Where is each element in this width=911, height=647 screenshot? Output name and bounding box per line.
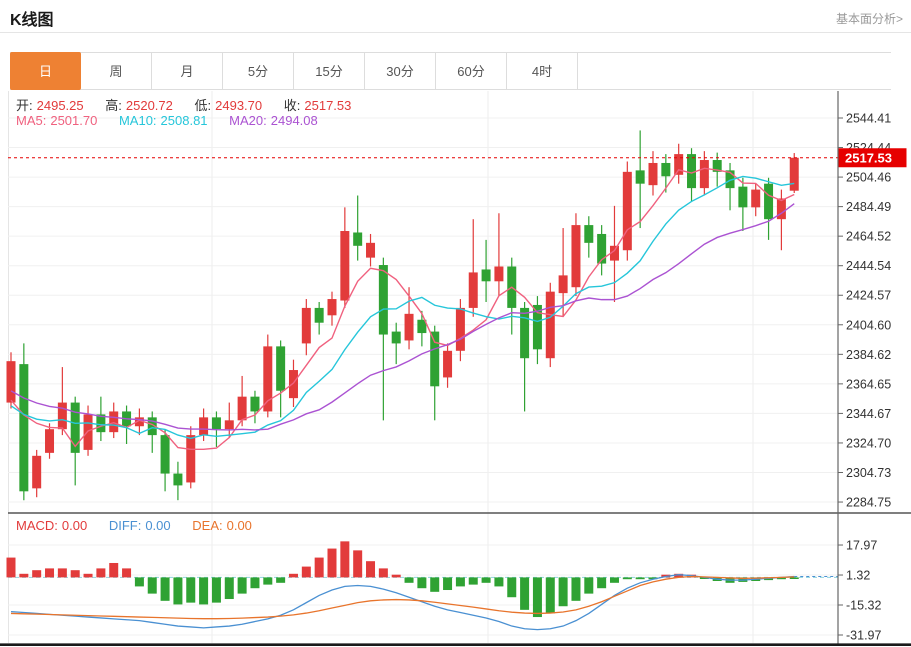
open-label: 开: (16, 98, 33, 113)
diff-value: 0.00 (145, 518, 171, 533)
ma5-label: MA5: (16, 113, 47, 128)
svg-text:2404.60: 2404.60 (846, 318, 891, 332)
period-tabbar: 日周月 5分 15分 30分 60分 4时 (10, 52, 891, 90)
ohlc-legend: 开: 2495.25 高: 2520.72 低: 2493.70 收: 2517.53 (16, 95, 355, 114)
svg-text:2424.57: 2424.57 (846, 289, 891, 303)
svg-text:2304.73: 2304.73 (846, 466, 891, 480)
macd-value: 0.00 (61, 518, 88, 533)
dea-label: DEA: (192, 518, 223, 533)
ma5-value: 2501.70 (50, 113, 98, 128)
svg-text:-31.97: -31.97 (846, 629, 881, 643)
tab-15min[interactable]: 15分 (294, 52, 365, 90)
svg-text:2544.41: 2544.41 (846, 112, 891, 126)
tab-30min[interactable]: 30分 (365, 52, 436, 90)
ma20-value: 2494.08 (270, 113, 318, 128)
svg-text:2384.62: 2384.62 (846, 348, 891, 362)
macd-label: MACD: (16, 518, 58, 533)
current-price-badge-value: 2517.53 (845, 150, 892, 165)
svg-text:2504.46: 2504.46 (846, 171, 891, 185)
svg-text:2324.70: 2324.70 (846, 436, 891, 450)
ma20-label: MA20: (229, 113, 267, 128)
tab-month[interactable]: 月 (152, 52, 223, 90)
high-label: 高: (105, 98, 122, 113)
price-axis-labels: 2544.41 2524.44 2504.46 2484.49 2464.52 2444.… (838, 112, 891, 643)
dea-value: 0.00 (226, 518, 252, 533)
tab-4hour[interactable]: 4时 (507, 52, 578, 90)
svg-text:2284.75: 2284.75 (846, 496, 891, 510)
close-label: 收: (283, 98, 301, 113)
tab-60min[interactable]: 60分 (436, 52, 507, 90)
page-title: K线图 (10, 12, 54, 29)
svg-text:2344.67: 2344.67 (846, 407, 891, 421)
tab-day[interactable]: 日 (10, 52, 81, 90)
open-value: 2495.25 (36, 98, 84, 113)
macd-legend: MACD: 0.00 DIFF: 0.00 DEA: 0.00 (16, 518, 256, 533)
current-price-badge (838, 148, 907, 168)
tab-week[interactable]: 周 (81, 52, 152, 90)
low-value: 2493.70 (215, 98, 263, 113)
tab-5min[interactable]: 5分 (223, 52, 294, 90)
high-value: 2520.72 (125, 98, 173, 113)
svg-text:17.97: 17.97 (846, 539, 877, 553)
ma-legend: MA5: 2501.70 MA10: 2508.81 MA20: 2494.08 (16, 113, 322, 128)
svg-text:1.32: 1.32 (846, 569, 870, 583)
svg-text:2484.49: 2484.49 (846, 200, 891, 214)
chart-plot-area[interactable] (8, 91, 838, 644)
svg-text:2444.54: 2444.54 (846, 259, 891, 273)
diff-label: DIFF: (108, 518, 142, 533)
header-divider (0, 32, 911, 33)
svg-text:-15.32: -15.32 (846, 599, 881, 613)
fundamental-analysis-link[interactable]: 基本面分析> (835, 12, 903, 26)
svg-text:2524.44: 2524.44 (846, 141, 891, 155)
ma10-label: MA10: (118, 113, 157, 128)
low-label: 低: (194, 98, 212, 113)
svg-text:2364.65: 2364.65 (846, 377, 891, 391)
close-value: 2517.53 (304, 98, 352, 113)
svg-text:2464.52: 2464.52 (846, 230, 891, 244)
ma10-value: 2508.81 (160, 113, 208, 128)
